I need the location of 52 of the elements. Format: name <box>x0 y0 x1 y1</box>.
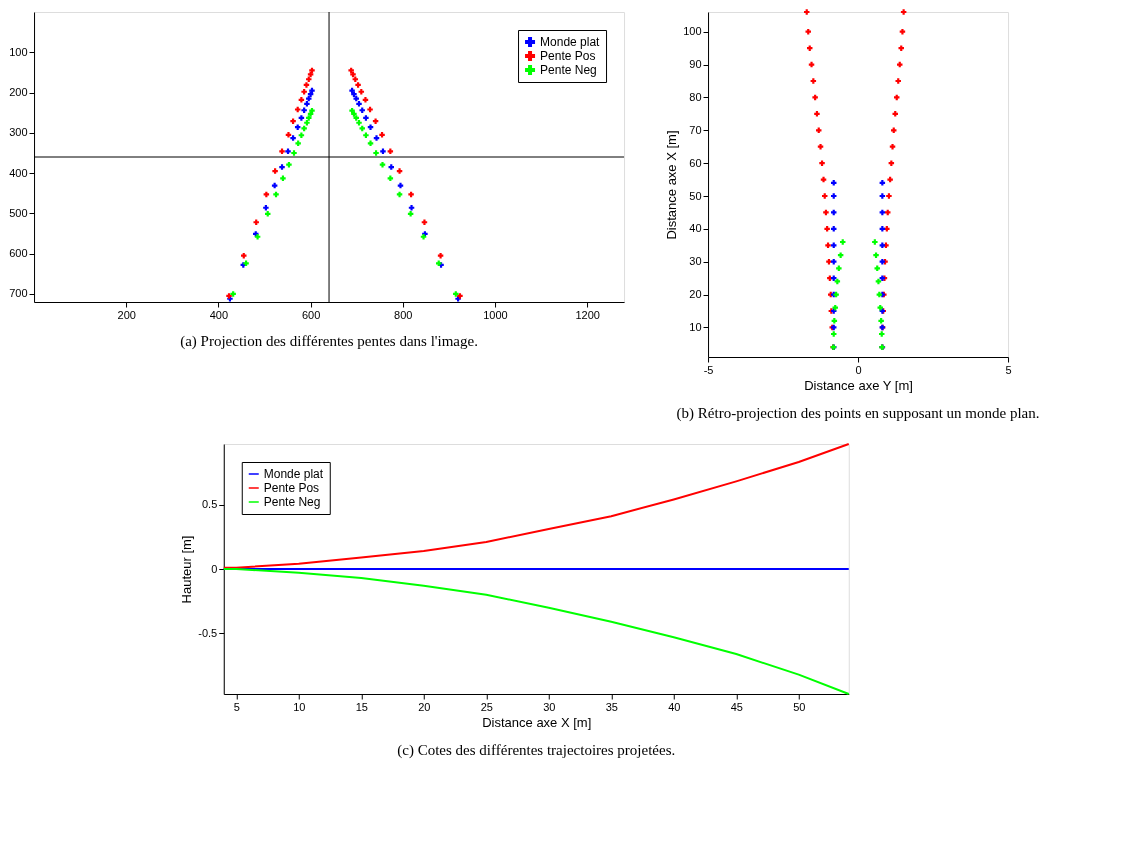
x-tick-label: 600 <box>301 308 321 321</box>
x-tick-label: 35 <box>605 700 618 713</box>
x-tick-label: 400 <box>209 308 229 321</box>
y-tick-label: 20 <box>689 288 702 301</box>
legend-label: Monde plat <box>263 467 324 481</box>
y-tick-label: 200 <box>9 86 28 99</box>
y-tick-label: 0 <box>211 562 218 575</box>
x-tick-label: 800 <box>394 308 413 321</box>
x-tick-label: 20 <box>418 700 431 713</box>
x-tick-label: 25 <box>480 700 493 713</box>
y-tick-label: -0.5 <box>198 626 218 639</box>
x-tick-label: 50 <box>793 700 806 713</box>
x-tick-label: 30 <box>543 700 556 713</box>
legend-label: Pente Neg <box>263 495 321 509</box>
x-tick-label: 10 <box>293 700 306 713</box>
legend-label: Monde plat <box>540 35 601 49</box>
x-tick-label: 45 <box>730 700 743 713</box>
x-tick-label: 0 <box>855 363 862 376</box>
y-tick-label: 70 <box>689 123 702 136</box>
y-tick-label: 10 <box>689 320 702 333</box>
y-tick-label: 100 <box>683 25 702 38</box>
legend-label: Pente Neg <box>540 63 597 77</box>
x-axis-title: Distance axe Y [m] <box>804 377 913 393</box>
y-tick-label: 90 <box>689 58 702 71</box>
x-tick-label: 200 <box>117 308 136 321</box>
y-tick-label: 80 <box>689 90 702 103</box>
y-tick-label: 600 <box>9 247 28 260</box>
y-tick-label: 300 <box>9 126 28 139</box>
y-tick-label: 500 <box>9 206 28 219</box>
x-tick-label: 15 <box>355 700 368 713</box>
x-tick-label: -5 <box>703 363 714 376</box>
text: (c) Cotes des différentes trajectoires projetées. <box>397 742 676 759</box>
y-tick-label: 100 <box>9 45 28 58</box>
legend-label: Pente Pos <box>263 481 320 495</box>
x-tick-label: 5 <box>233 700 240 713</box>
y-axis-title: Hauteur [m] <box>179 535 195 604</box>
x-tick-label: 5 <box>1005 363 1012 376</box>
y-tick-label: 400 <box>9 166 28 179</box>
y-tick-label: 30 <box>689 255 702 268</box>
text: (a) Projection des différentes pentes dans l'image. <box>180 333 478 350</box>
x-tick-label: 1200 <box>575 308 600 321</box>
x-tick-label: 40 <box>668 700 681 713</box>
y-axis-title: Distance axe X [m] <box>664 130 680 240</box>
legend-label: Pente Pos <box>540 49 596 63</box>
x-axis-title: Distance axe X [m] <box>482 714 592 730</box>
y-tick-label: 50 <box>689 189 702 202</box>
y-tick-label: 60 <box>689 156 702 169</box>
y-tick-label: 40 <box>689 222 702 235</box>
y-tick-label: 700 <box>9 287 28 300</box>
y-tick-label: 0.5 <box>201 498 218 511</box>
x-tick-label: 1000 <box>483 308 508 321</box>
text: (b) Rétro-projection des points en supposant un monde plan. <box>676 405 1040 422</box>
